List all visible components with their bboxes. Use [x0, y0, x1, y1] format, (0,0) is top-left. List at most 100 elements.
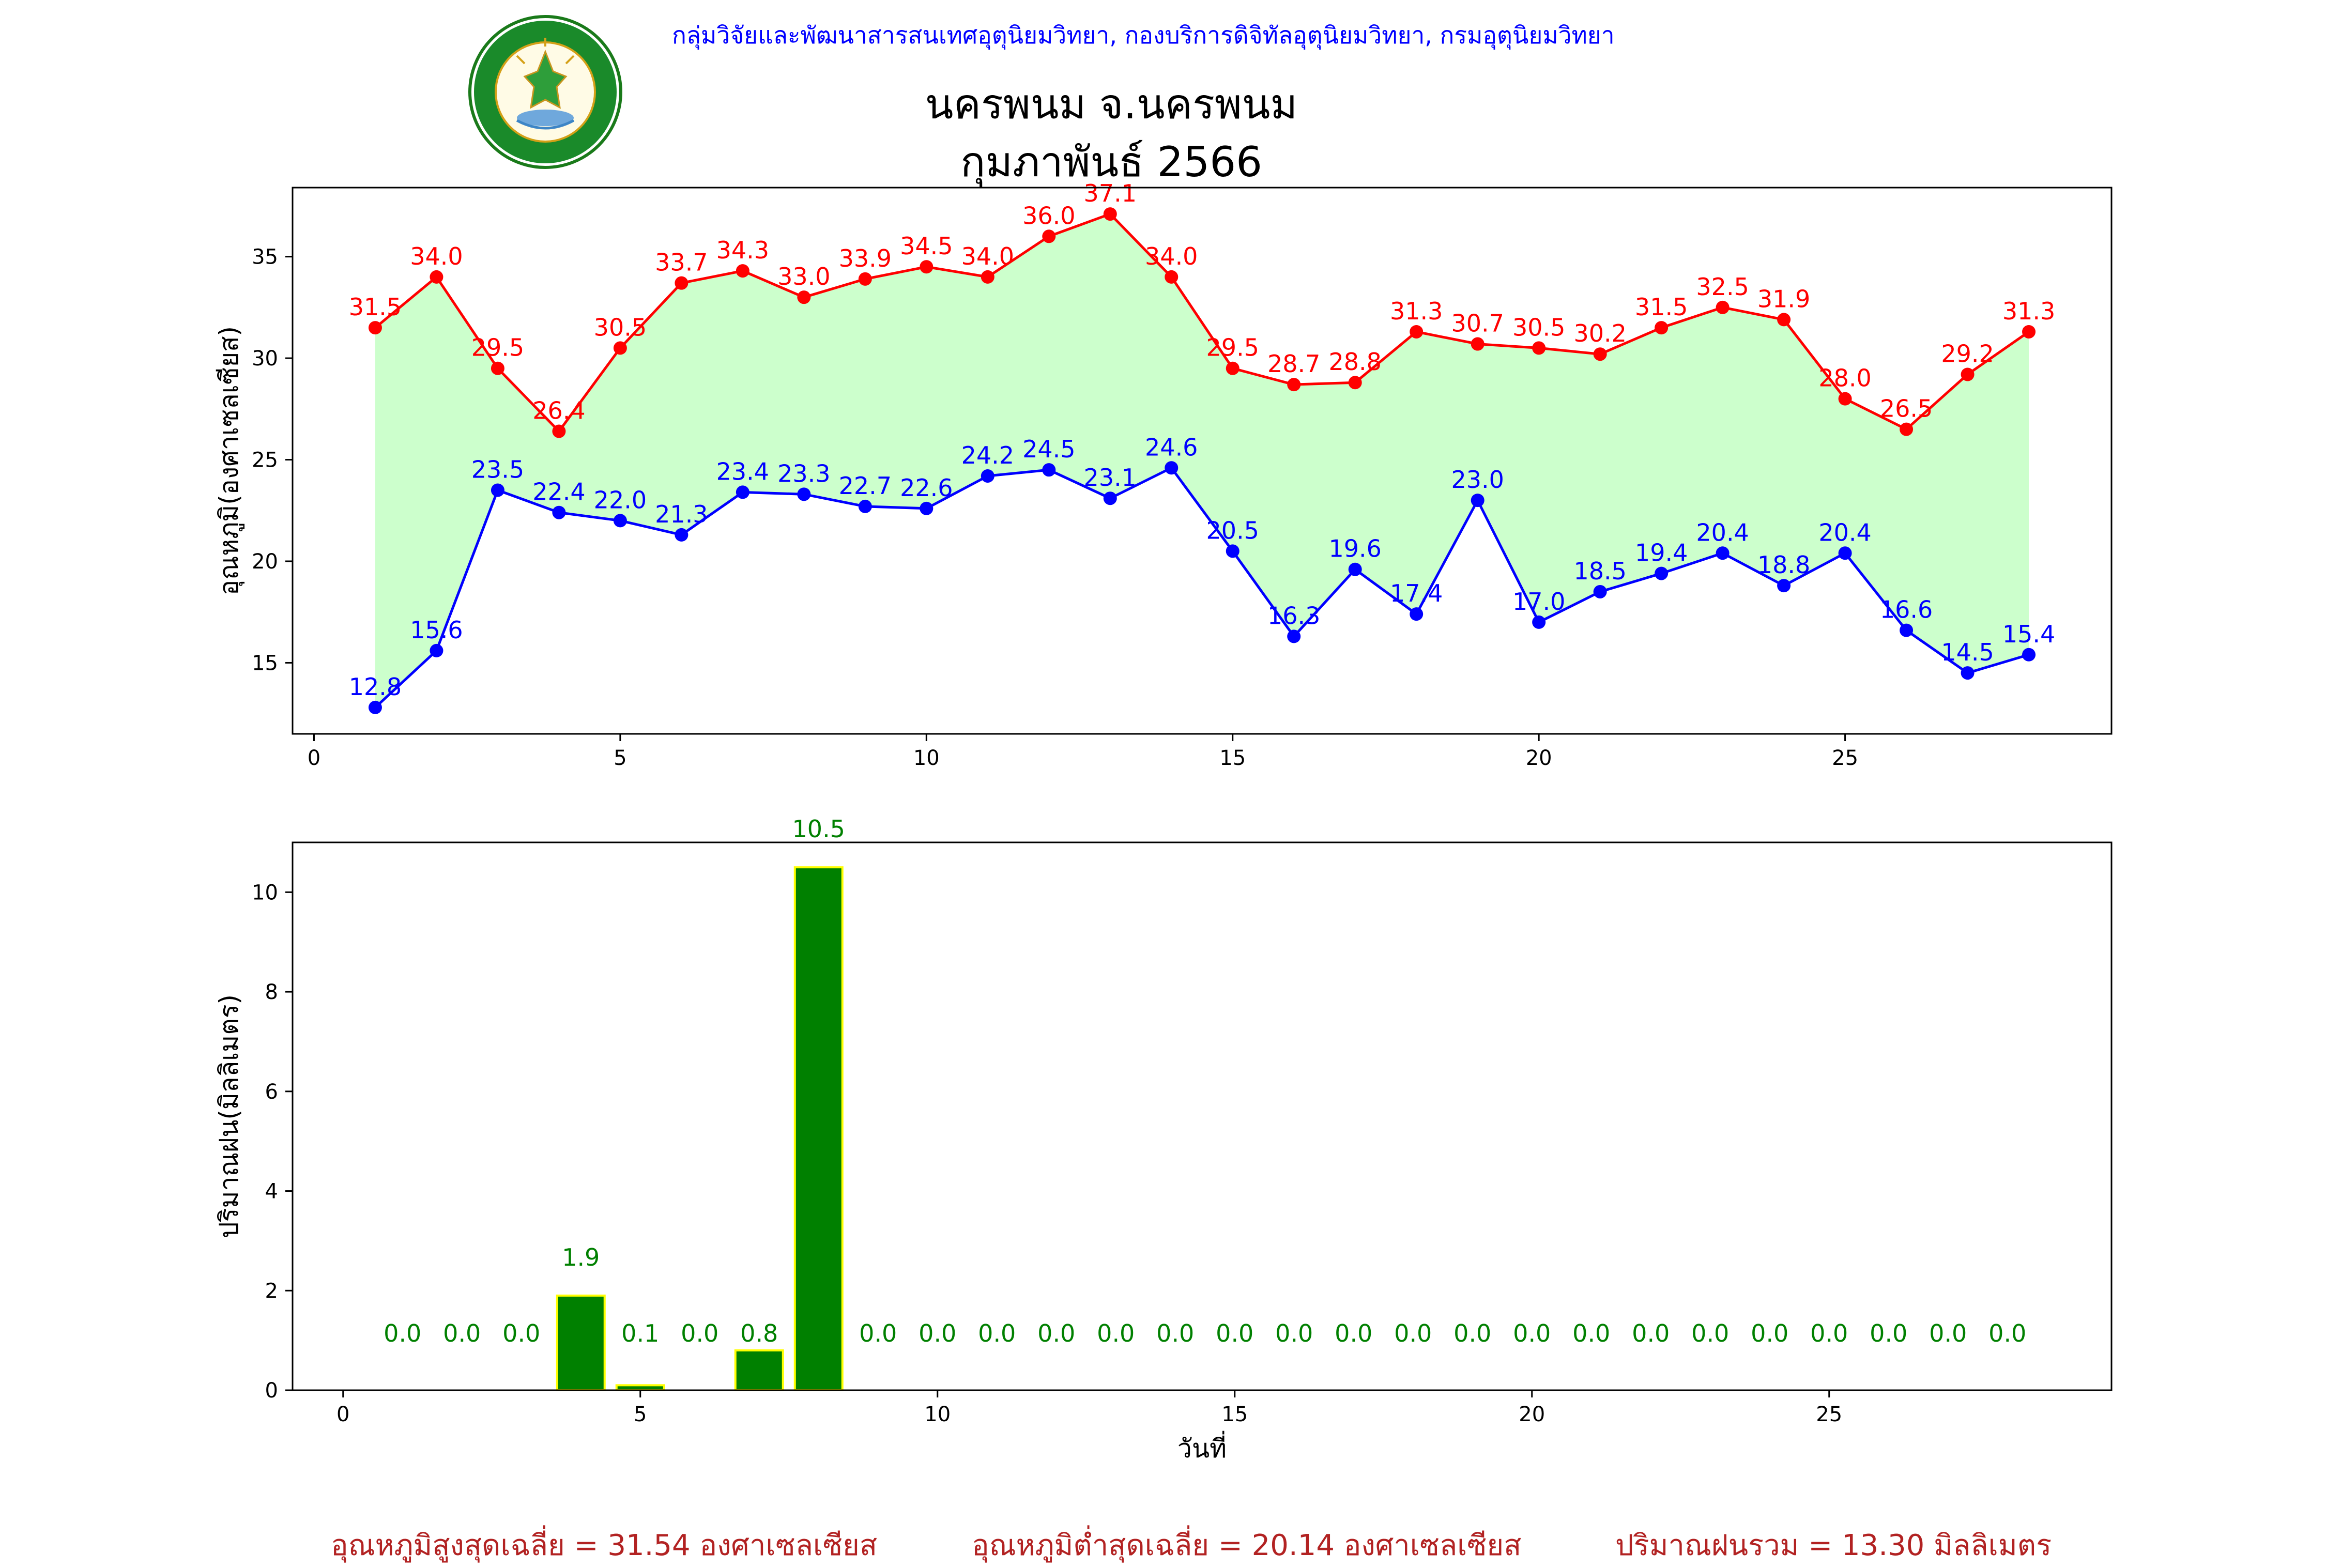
min-temp-point [858, 499, 872, 513]
rain-value-label: 0.0 [1216, 1319, 1253, 1347]
rain-ylabel: ปริมาณฝน(มิลลิเมตร) [214, 994, 244, 1238]
max-temp-label: 28.8 [1329, 348, 1382, 376]
min-temp-label: 18.5 [1573, 557, 1626, 585]
min-temp-point [1042, 463, 1056, 477]
max-temp-point [1900, 422, 1914, 436]
min-temp-point [552, 505, 566, 519]
min-temp-line [374, 466, 2029, 709]
chart-title-month: กุมภาพันธ์ 2566 [960, 138, 1263, 186]
min-temp-label: 23.5 [471, 455, 524, 483]
rain-value-label: 0.0 [681, 1319, 718, 1347]
temp-ytick-label: 20 [252, 550, 278, 574]
max-temp-point [1961, 367, 1975, 381]
rain-xtick-label: 10 [924, 1403, 951, 1426]
rain-value-label: 0.0 [1453, 1319, 1491, 1347]
temp-xtick-label: 20 [1526, 746, 1552, 770]
min-temp-label: 23.3 [777, 459, 830, 487]
max-temp-point [1348, 376, 1362, 390]
temp-ytick-label: 30 [252, 347, 278, 371]
max-temp-label: 34.0 [961, 242, 1014, 270]
rain-ytick-label: 4 [265, 1180, 278, 1204]
rain-value-label: 0.0 [978, 1319, 1016, 1347]
min-temp-point [491, 483, 504, 497]
max-temp-label: 31.5 [349, 293, 402, 321]
max-temp-point [1165, 270, 1179, 284]
max-temp-point [2022, 325, 2036, 339]
rain-value-label: 0.0 [384, 1319, 421, 1347]
temp-xtick-label: 0 [308, 746, 320, 770]
rain-value-label: 0.0 [502, 1319, 540, 1347]
max-temp-label: 29.5 [471, 334, 524, 362]
min-temp-label: 22.4 [532, 478, 585, 506]
rain-value-label: 0.0 [1572, 1319, 1610, 1347]
min-temp-label: 24.6 [1145, 433, 1198, 461]
min-temp-point [1410, 607, 1424, 621]
max-temp-point [1532, 341, 1546, 355]
max-temp-label: 34.3 [716, 236, 769, 264]
max-temp-label: 34.5 [900, 232, 953, 260]
min-temp-point [920, 501, 934, 515]
min-temp-label: 24.2 [961, 441, 1014, 469]
min-temp-point [430, 643, 443, 657]
min-temp-point [613, 514, 627, 528]
min-temp-label: 23.4 [716, 457, 769, 485]
max-temp-point [1471, 337, 1485, 351]
max-temp-point [1777, 313, 1791, 327]
temp-xtick-label: 15 [1219, 746, 1246, 770]
min-temp-point [1655, 566, 1669, 580]
temp-ytick-label: 25 [252, 449, 278, 472]
avg-max-temp-stat: อุณหภูมิสูงสุดเฉลี่ย = 31.54 องศาเซลเซีย… [331, 1529, 878, 1562]
max-temp-point [1838, 392, 1852, 406]
rain-value-label: 0.0 [1691, 1319, 1729, 1347]
min-temp-point [1838, 546, 1852, 560]
min-temp-label: 20.4 [1818, 518, 1871, 546]
temp-ytick-label: 15 [252, 651, 278, 675]
rain-ytick-label: 8 [265, 980, 278, 1004]
rain-value-label: 0.0 [1929, 1319, 1967, 1347]
rain-xtick-label: 15 [1221, 1403, 1248, 1426]
max-temp-point [430, 270, 443, 284]
temp-xtick-label: 25 [1832, 746, 1858, 770]
min-temp-label: 22.6 [900, 474, 953, 502]
max-temp-label: 31.3 [1390, 297, 1443, 325]
rain-value-label: 0.1 [621, 1319, 659, 1347]
max-temp-label: 31.5 [1635, 293, 1688, 321]
rain-bar [556, 1294, 606, 1392]
avg-min-temp-stat: อุณหภูมิต่ำสุดเฉลี่ย = 20.14 องศาเซลเซีย… [972, 1529, 1522, 1562]
max-temp-label: 33.0 [777, 263, 830, 290]
min-temp-label: 24.5 [1022, 435, 1075, 463]
max-temp-label: 26.4 [532, 397, 585, 425]
min-temp-label: 19.6 [1329, 535, 1382, 563]
max-temp-point [981, 270, 994, 284]
max-temp-point [797, 290, 811, 304]
max-temp-point [1410, 325, 1424, 339]
rain-value-label: 0.0 [1988, 1319, 2026, 1347]
rain-value-label: 0.0 [443, 1319, 481, 1347]
max-temp-point [613, 341, 627, 355]
max-temp-label: 30.7 [1451, 310, 1504, 337]
temp-range-fill [375, 214, 2029, 708]
max-temp-point [368, 321, 382, 335]
min-temp-point [1777, 579, 1791, 593]
rain-value-label: 0.0 [919, 1319, 956, 1347]
max-temp-point [675, 276, 688, 290]
min-temp-label: 20.5 [1206, 516, 1259, 544]
min-temp-label: 15.4 [2002, 620, 2055, 648]
min-temp-label: 14.5 [1941, 638, 1994, 666]
rain-value-label: 0.0 [1751, 1319, 1788, 1347]
max-temp-point [1103, 207, 1117, 221]
rain-xlabel: วันที่ [1177, 1431, 1227, 1464]
temp-axes-frame [292, 187, 2113, 735]
max-temp-label: 34.0 [410, 242, 463, 270]
max-temp-point [1655, 321, 1669, 335]
min-temp-point [981, 469, 994, 483]
rain-bar [793, 866, 844, 1391]
rain-value-label: 0.0 [1394, 1319, 1432, 1347]
max-temp-point [858, 272, 872, 286]
max-temp-label: 34.0 [1145, 242, 1198, 270]
rain-value-label: 1.9 [562, 1243, 600, 1271]
rain-value-label: 0.0 [1037, 1319, 1075, 1347]
min-temp-point [1900, 623, 1914, 637]
